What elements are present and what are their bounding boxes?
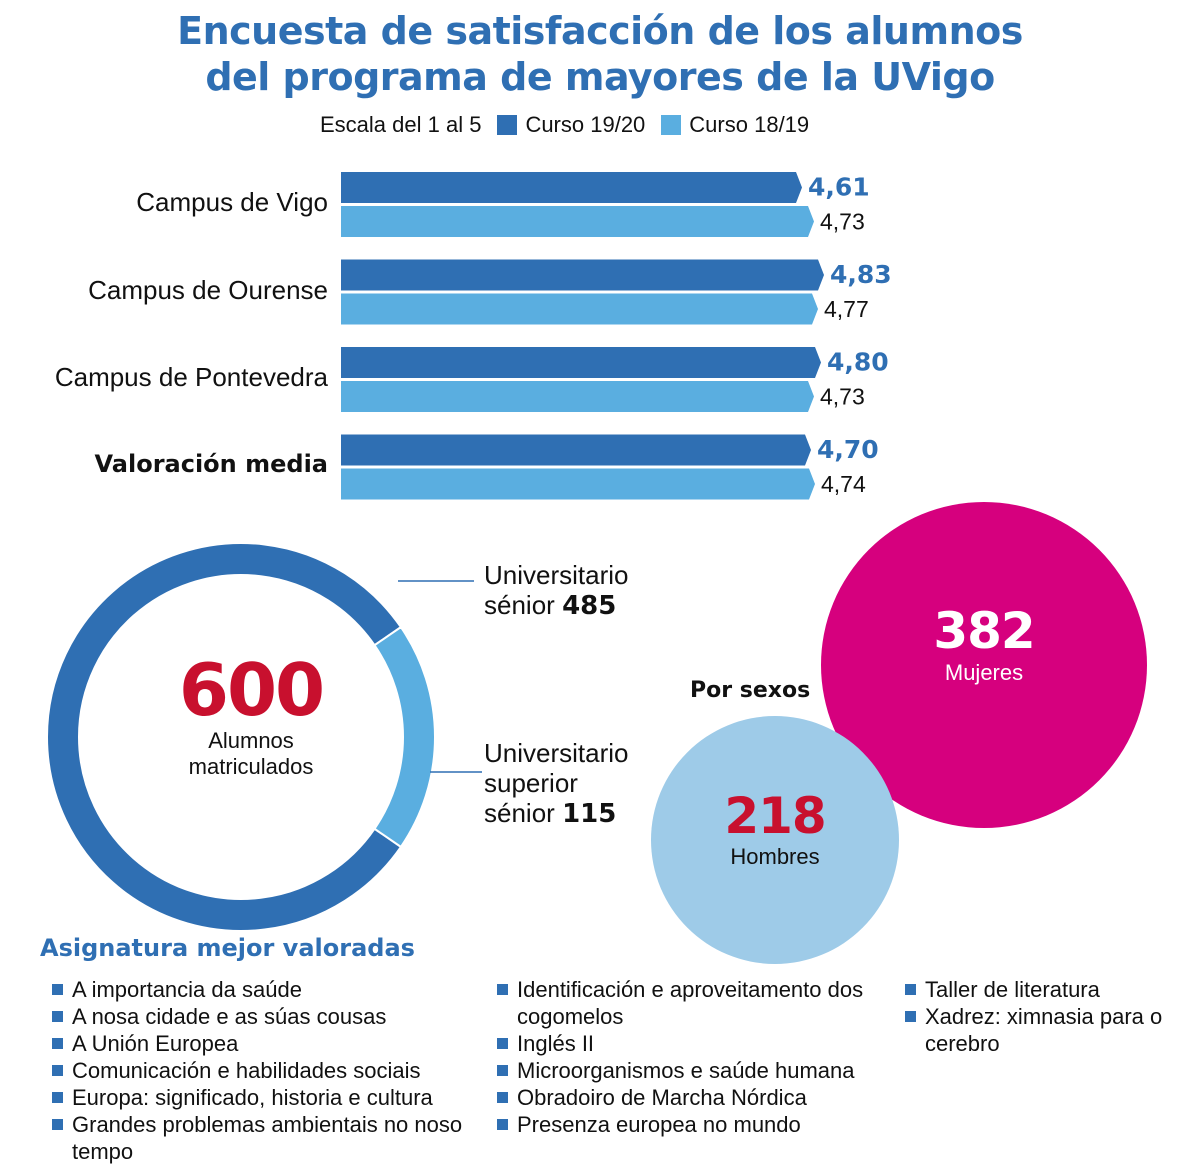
value-label-campus-de-pontevedra-curso-18-19: 4,73	[820, 384, 865, 410]
value-label-valoracion-media-curso-19-20: 4,70	[817, 435, 879, 464]
category-label-campus-de-ourense: Campus de Ourense	[88, 274, 328, 305]
gender-bubbles	[651, 502, 1147, 964]
subject-taller-de-literatura: Taller de literatura	[903, 976, 1173, 1003]
subject-a-union-europea: A Unión Europea	[50, 1030, 470, 1057]
legend-swatch-light	[661, 115, 682, 135]
bar-valoracion-media-curso-18-19	[341, 468, 815, 500]
senior-label-word: sénior	[484, 590, 555, 620]
legend-label-curso-1920: Curso 19/20	[525, 112, 646, 137]
category-label-valoracion-media: Valoración media	[94, 449, 328, 478]
enrolment-donut	[46, 542, 482, 932]
legend-item-curso-1819: Curso 18/19	[661, 112, 809, 138]
subject-grandes-problemas-ambientais-no-noso-tempo: Grandes problemas ambientais no noso tem…	[50, 1111, 470, 1165]
superior-label-line1: Universitario	[484, 738, 629, 768]
category-label-campus-de-pontevedra: Campus de Pontevedra	[54, 362, 328, 392]
total-students-value: 600	[178, 648, 325, 732]
hombres-label: Hombres	[730, 844, 820, 869]
legend-swatch-dark	[497, 115, 518, 135]
subject-obradoiro-de-marcha-nordica: Obradoiro de Marcha Nórdica	[495, 1084, 885, 1111]
bar-campus-de-pontevedra-curso-18-19	[341, 381, 814, 412]
subjects-column-1: A importancia da saúde A nosa cidade e as…	[50, 976, 470, 1165]
gender-title: Por sexos	[690, 678, 811, 703]
legend-scale: Escala del 1 al 5	[320, 112, 482, 137]
hombres-text: 218 Hombres	[675, 788, 875, 870]
subjects-title: Asignatura mejor valoradas	[40, 934, 415, 962]
legend-label-curso-1819: Curso 18/19	[689, 112, 810, 137]
mujeres-label: Mujeres	[944, 660, 1024, 685]
value-label-campus-de-vigo-curso-19-20: 4,61	[808, 173, 870, 202]
legend: Escala del 1 al 5 Curso 19/20 Curso 18/1…	[320, 112, 809, 138]
superior-label-line3: sénior 115	[484, 798, 629, 829]
subjects-column-3: Taller de literatura Xadrez: ximnasia par…	[903, 976, 1173, 1057]
bubble-hombres	[651, 716, 899, 964]
subject-ingles-ii: Inglés II	[495, 1030, 885, 1057]
donut-label-superior-senior: Universitario superior sénior 115	[484, 738, 629, 829]
superior-label-line2: superior	[484, 768, 578, 798]
donut-center: 600 Alumnos matriculados	[131, 652, 371, 780]
subject-comunicacion-e-habilidades-sociais: Comunicación e habilidades sociais	[50, 1057, 470, 1084]
chart-title: Encuesta de satisfacción de los alumnos …	[0, 8, 1200, 100]
donut-slice-universitario-senior	[46, 542, 403, 932]
subject-microorganismos-e-saude-humana: Microorganismos e saúde humana	[495, 1057, 885, 1084]
subjects-column-2: Identificación e aproveitamento dos cogo…	[495, 976, 885, 1138]
value-label-campus-de-ourense-curso-18-19: 4,77	[824, 296, 869, 322]
bar-campus-de-pontevedra-curso-19-20	[341, 347, 821, 378]
legend-item-curso-1920: Curso 19/20	[497, 112, 645, 138]
title-line-2: del programa de mayores de la UVigo	[205, 55, 995, 99]
senior-value: 485	[562, 591, 617, 621]
value-label-campus-de-ourense-curso-19-20: 4,83	[830, 260, 892, 289]
senior-label-line1: Universitario	[484, 560, 629, 590]
subject-europa-significado-historia-e-cultura: Europa: significado, historia e cultura	[50, 1084, 470, 1111]
superior-value: 115	[562, 799, 617, 829]
hombres-value: 218	[724, 787, 826, 845]
bar-campus-de-ourense-curso-19-20	[341, 259, 824, 291]
bar-campus-de-vigo-curso-18-19	[341, 206, 814, 237]
bar-campus-de-ourense-curso-18-19	[341, 293, 818, 325]
donut-label-senior: Universitario sénior 485	[484, 560, 629, 621]
value-label-valoracion-media-curso-18-19: 4,74	[821, 471, 866, 497]
bar-chart: 4,61 4,73 4,83 4,77 4,80 4,73 4,70 4,74	[341, 172, 892, 500]
bar-campus-de-vigo-curso-19-20	[341, 172, 802, 203]
subject-identificacion-e-aproveitamento-dos-cogomelos: Identificación e aproveitamento dos cogo…	[495, 976, 885, 1030]
total-students-label-2: matriculados	[188, 754, 314, 779]
value-label-campus-de-pontevedra-curso-19-20: 4,80	[827, 348, 889, 377]
bar-valoracion-media-curso-19-20	[341, 434, 811, 466]
subject-xadrez-ximnasia-para-o-cerebro: Xadrez: ximnasia para o cerebro	[903, 1003, 1173, 1057]
title-line-1: Encuesta de satisfacción de los alumnos	[177, 9, 1023, 53]
subject-a-nosa-cidade-e-as-suas-cousas: A nosa cidade e as súas cousas	[50, 1003, 470, 1030]
superior-label-word: sénior	[484, 798, 555, 828]
mujeres-text: 382 Mujeres	[884, 602, 1084, 686]
subject-a-importancia-da-saude: A importancia da saúde	[50, 976, 470, 1003]
subject-presenza-europea-no-mundo: Presenza europea no mundo	[495, 1111, 885, 1138]
total-students-label-1: Alumnos	[208, 728, 294, 753]
category-label-campus-de-vigo: Campus de Vigo	[136, 187, 328, 217]
bubble-mujeres	[821, 502, 1147, 828]
donut-slice-universitario-superior-senior	[373, 625, 436, 849]
value-label-campus-de-vigo-curso-18-19: 4,73	[820, 209, 865, 235]
mujeres-value: 382	[933, 602, 1035, 660]
senior-label-line2: sénior 485	[484, 590, 629, 621]
